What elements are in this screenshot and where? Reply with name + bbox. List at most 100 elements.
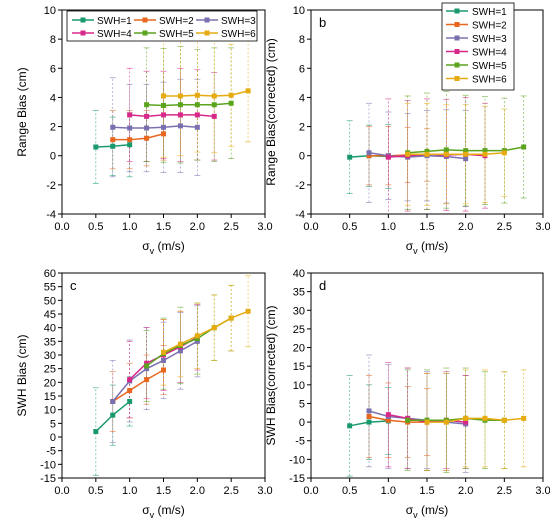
x-tick-label: 1.5	[156, 485, 171, 497]
x-tick-label: 0.5	[342, 485, 357, 497]
x-axis-unit: (m/s)	[418, 239, 449, 253]
data-point	[127, 377, 133, 383]
data-point	[161, 349, 166, 355]
data-point	[366, 414, 372, 419]
series-area	[92, 34, 252, 184]
data-point	[366, 419, 372, 425]
x-tick-label: 0.0	[303, 221, 318, 233]
x-tick-label: 3.0	[257, 221, 272, 233]
y-tick-label: -2	[46, 180, 56, 192]
data-point	[521, 415, 527, 421]
legend-label: SWH=5	[159, 29, 194, 40]
legend: SWH=1 SWH=2 SWH=3 SWH=4 SWH=5 SWH=6	[66, 10, 258, 42]
legend-swatch-marker	[454, 49, 460, 54]
data-point	[127, 137, 133, 143]
data-point	[194, 102, 200, 108]
x-axis-label: σv (m/s)	[406, 503, 449, 520]
y-axis-label: SWH Bias (cm)	[15, 335, 29, 417]
data-point	[144, 360, 150, 366]
data-point	[194, 333, 200, 339]
x-tick-label: 0.5	[342, 221, 357, 233]
legend-label: SWH=4	[97, 29, 132, 40]
y-tick-label: 2	[299, 122, 305, 134]
data-point	[144, 366, 150, 372]
legend-label: SWH=2	[159, 16, 194, 27]
data-point	[144, 125, 150, 131]
panel-label: b	[319, 15, 326, 30]
x-tick-label: 1.0	[122, 485, 137, 497]
series-line-SWH=6	[163, 310, 249, 353]
data-point	[161, 124, 166, 130]
data-point	[463, 148, 469, 154]
x-tick-label: 3.0	[257, 485, 272, 497]
data-point	[228, 100, 234, 106]
series-line-SWH=2	[112, 133, 164, 141]
x-tick-label: 1.5	[156, 221, 171, 233]
y-tick-label: 10	[293, 5, 305, 17]
x-tick-label: 2.5	[224, 485, 239, 497]
legend-label: SWH=5	[472, 61, 507, 72]
y-tick-label: -15	[289, 473, 305, 485]
data-point	[385, 154, 391, 160]
y-tick-label: -4	[295, 209, 305, 221]
y-tick-label: 10	[44, 5, 56, 17]
data-point	[110, 124, 116, 130]
x-tick-label: 0.0	[303, 485, 318, 497]
series-line-SWH=6	[427, 417, 524, 423]
data-point	[443, 147, 449, 153]
data-point	[211, 325, 217, 331]
data-point	[228, 92, 234, 98]
data-point	[144, 377, 150, 383]
y-tick-label: 40	[44, 323, 56, 335]
data-point	[463, 419, 469, 425]
series-line-SWH=2	[112, 369, 164, 403]
data-point	[424, 419, 430, 425]
x-tick-label: 2.5	[224, 221, 239, 233]
data-point	[127, 388, 133, 394]
x-axis-subscript: v	[150, 246, 155, 256]
legend: SWH=1 SWH=2 SWH=3 SWH=4 SWH=5 SWH=6	[441, 2, 515, 91]
data-point	[161, 93, 166, 99]
y-tick-label: 35	[293, 287, 305, 299]
panel-label: d	[319, 278, 326, 293]
x-axis-symbol: σ	[142, 503, 150, 517]
x-axis-subscript: v	[413, 510, 418, 520]
legend-swatch-marker	[204, 17, 210, 23]
data-point	[385, 412, 391, 418]
data-point	[177, 341, 183, 347]
legend-swatch-marker	[204, 30, 210, 36]
legend-label: SWH=6	[472, 75, 507, 86]
data-point	[194, 92, 200, 98]
data-point	[194, 112, 200, 118]
x-axis-unit: (m/s)	[154, 503, 185, 517]
data-point	[463, 415, 469, 421]
data-point	[194, 336, 200, 342]
legend-label: SWH=1	[97, 16, 132, 27]
legend-swatch-marker	[454, 8, 460, 14]
y-tick-label: -15	[40, 473, 56, 485]
data-point	[521, 144, 527, 150]
y-tick-label: 5	[299, 398, 305, 410]
y-tick-label: -10	[289, 454, 305, 466]
series-line-SWH=4	[129, 114, 215, 118]
legend-label: SWH=1	[472, 7, 507, 18]
data-point	[424, 151, 430, 157]
data-point	[161, 367, 166, 373]
series-line-SWH=3	[368, 410, 466, 425]
y-tick-label: 55	[44, 282, 56, 294]
data-point	[161, 112, 166, 118]
data-point	[127, 112, 133, 118]
series-area	[346, 91, 527, 214]
legend-label: SWH=4	[472, 48, 507, 59]
y-tick-label: 20	[293, 343, 305, 355]
y-tick-label: -4	[46, 209, 56, 221]
x-axis-label: σv (m/s)	[406, 239, 449, 256]
y-tick-label: 4	[299, 92, 305, 104]
x-tick-label: 2.0	[190, 485, 205, 497]
panel-a: 0.00.51.01.52.02.53.0-4-20246810aσv (m/s…	[15, 5, 273, 256]
series-line-SWH=3	[368, 152, 466, 160]
data-point	[127, 142, 133, 148]
x-tick-label: 1.5	[419, 221, 434, 233]
x-tick-label: 2.0	[458, 221, 473, 233]
